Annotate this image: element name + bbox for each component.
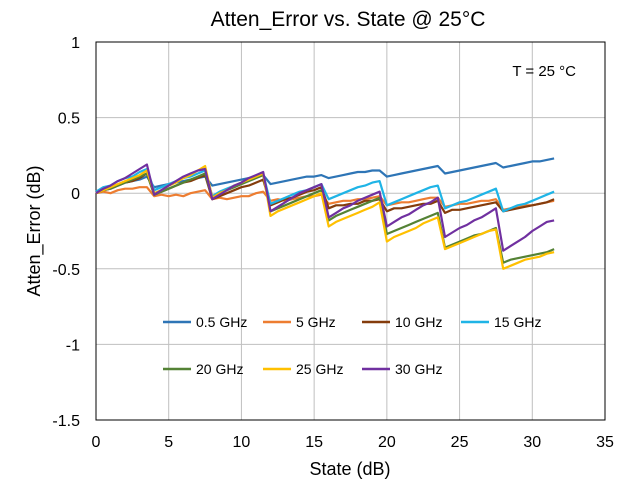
y-tick-label: 0.5 <box>58 111 80 128</box>
plot-area <box>95 41 606 421</box>
y-tick-label: -0.5 <box>52 262 80 279</box>
legend-item: 0.5 GHz <box>163 314 247 330</box>
chart-title: Atten_Error vs. State @ 25°C <box>211 8 486 31</box>
temperature-annotation: T = 25 °C <box>512 63 576 80</box>
legend: 0.5 GHz 5 GHz 10 GHz 15 GHz 20 GHz 25 GHz 30 G… <box>163 314 541 377</box>
x-tick-label: 25 <box>451 434 469 451</box>
y-tick-label: 0 <box>71 186 80 203</box>
x-axis-title: State (dB) <box>309 459 390 479</box>
x-tick-label: 15 <box>305 434 323 451</box>
x-tick-label: 30 <box>523 434 541 451</box>
y-tick-label: 1 <box>71 35 80 52</box>
legend-label: 0.5 GHz <box>196 314 247 330</box>
series-lines <box>95 157 555 270</box>
legend-label: 15 GHz <box>494 314 541 330</box>
y-axis-title: Atten_Error (dB) <box>24 165 45 296</box>
x-tick-label: 5 <box>164 434 173 451</box>
x-tick-label: 10 <box>233 434 251 451</box>
y-tick-label: -1.5 <box>52 413 80 430</box>
legend-item: 20 GHz <box>163 361 243 377</box>
legend-label: 30 GHz <box>395 361 442 377</box>
legend-item: 25 GHz <box>263 361 343 377</box>
x-tick-label: 35 <box>596 434 614 451</box>
legend-item: 30 GHz <box>362 361 442 377</box>
x-axis-ticks: 0 5 10 15 20 25 30 35 <box>92 434 614 451</box>
x-tick-label: 0 <box>92 434 101 451</box>
y-tick-label: -1 <box>66 337 80 354</box>
legend-label: 10 GHz <box>395 314 442 330</box>
legend-item: 10 GHz <box>362 314 442 330</box>
legend-label: 5 GHz <box>296 314 336 330</box>
legend-item: 15 GHz <box>461 314 541 330</box>
legend-label: 20 GHz <box>196 361 243 377</box>
legend-label: 25 GHz <box>296 361 343 377</box>
y-axis-ticks: 1 0.5 0 -0.5 -1 -1.5 <box>52 35 80 430</box>
series-line <box>95 163 555 252</box>
x-tick-label: 20 <box>378 434 396 451</box>
legend-item: 5 GHz <box>263 314 336 330</box>
